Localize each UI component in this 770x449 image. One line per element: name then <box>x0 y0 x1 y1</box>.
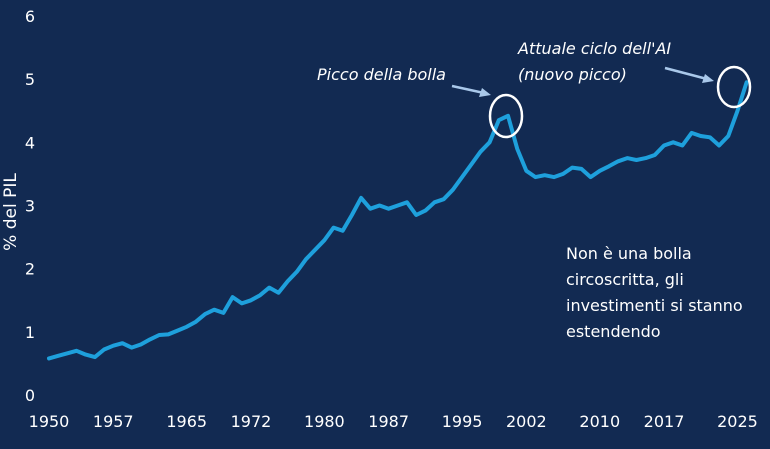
y-tick-label: 3 <box>25 197 35 216</box>
x-tick-label: 2002 <box>506 412 547 431</box>
x-tick-label: 1965 <box>166 412 207 431</box>
y-tick-label: 6 <box>25 7 35 26</box>
x-tick-label: 1972 <box>231 412 272 431</box>
x-tick-label: 1950 <box>29 412 70 431</box>
y-axis-label: % del PIL <box>1 173 21 251</box>
bubble-peak-arrow <box>451 84 485 95</box>
ai-cycle-arrowhead <box>702 74 714 83</box>
x-tick-label: 1987 <box>368 412 409 431</box>
ai-cycle-label-line1: Attuale ciclo dell'AI <box>517 39 671 58</box>
x-tick-label: 1995 <box>442 412 483 431</box>
x-tick-label: 1980 <box>304 412 345 431</box>
x-tick-label: 2017 <box>644 412 685 431</box>
y-tick-label: 5 <box>25 70 35 89</box>
bubble-peak-label: Picco della bolla <box>317 65 446 84</box>
y-tick-label: 4 <box>25 133 35 152</box>
ai-cycle-label-line2: (nuovo picco) <box>518 65 627 84</box>
y-axis: 0 1 2 3 4 5 6 <box>25 7 35 405</box>
x-tick-label: 2025 <box>717 412 758 431</box>
note-line-4: estendendo <box>566 322 661 341</box>
bubble-peak-arrowhead <box>479 88 491 97</box>
x-tick-label: 1957 <box>93 412 134 431</box>
y-tick-label: 1 <box>25 323 35 342</box>
ai-cycle-arrow <box>664 66 708 81</box>
y-tick-label: 2 <box>25 260 35 279</box>
note-line-1: Non è una bolla <box>566 244 692 263</box>
x-axis: 1950 1957 1965 1972 1980 1987 1995 2002 2010 2017… <box>29 412 758 431</box>
bubble-peak-circle <box>488 93 524 139</box>
y-tick-label: 0 <box>25 386 35 405</box>
ai-cycle-circle <box>716 65 752 109</box>
note-line-2: circoscritta, gli <box>566 270 684 289</box>
series-line <box>47 80 749 361</box>
x-tick-label: 2010 <box>579 412 620 431</box>
note-line-3: investimenti si stanno <box>566 296 743 315</box>
